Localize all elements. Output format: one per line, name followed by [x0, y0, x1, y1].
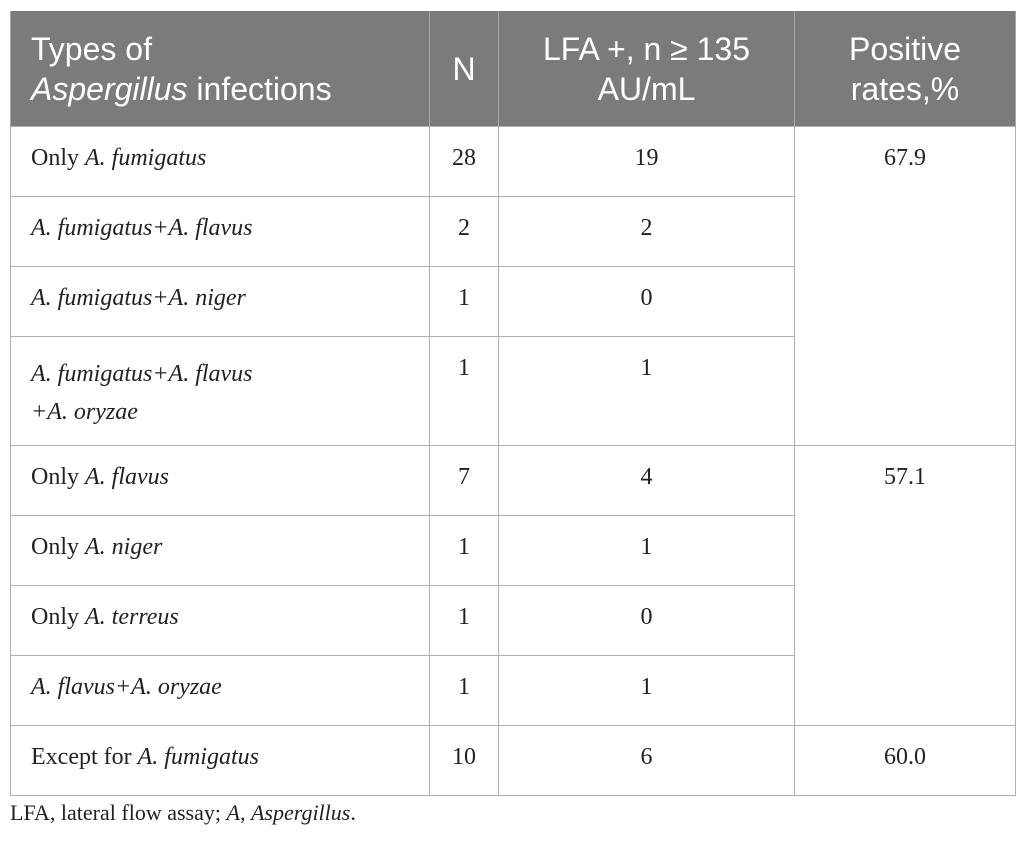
cell-n: 10 — [429, 725, 499, 796]
type-prefix: Except for — [31, 744, 138, 770]
type-species: A. fumigatus+A. niger — [31, 285, 246, 311]
header-infection-type-genus: Aspergillus — [31, 70, 188, 107]
cell-n: 28 — [429, 126, 499, 197]
cell-rate: 57.1 — [794, 445, 1016, 726]
cell-n: 1 — [429, 336, 499, 446]
cell-n: 1 — [429, 585, 499, 656]
table-footnote: LFA, lateral flow assay; A, Aspergillus. — [10, 800, 356, 826]
cell-n: 2 — [429, 196, 499, 267]
table-row: Only A. flavus 7 4 57.1 — [10, 445, 1016, 726]
header-lfa-line2: AU/mL — [597, 70, 696, 107]
type-species: A. fumigatus+A. flavus — [31, 361, 253, 387]
footnote-sep: , — [239, 800, 251, 825]
cell-type: A. fumigatus+A. flavus — [10, 196, 430, 267]
table-body: Only A. fumigatus 28 19 67.9 A. fumigatu… — [10, 126, 1016, 796]
cell-lfa: 1 — [498, 655, 795, 726]
header-lfa: LFA +, n ≥ 135 AU/mL — [498, 11, 795, 127]
cell-type: Only A. fumigatus — [10, 126, 430, 197]
cell-type: Only A. flavus — [10, 445, 430, 516]
cell-lfa: 1 — [498, 515, 795, 586]
table-row: A. flavus+A. oryzae 1 1 — [10, 655, 1016, 726]
cell-lfa: 0 — [498, 585, 795, 656]
cell-type: A. fumigatus+A. flavus +A. oryzae — [10, 336, 430, 446]
cell-n: 1 — [429, 515, 499, 586]
cell-lfa: 1 — [498, 336, 795, 446]
table-row: Only A. niger 1 1 — [10, 515, 1016, 586]
cell-n: 1 — [429, 655, 499, 726]
type-species: A. flavus — [85, 464, 169, 490]
type-prefix: Only — [31, 464, 85, 490]
cell-type: Except for A. fumigatus — [10, 725, 430, 796]
type-species: A. fumigatus — [85, 145, 207, 171]
header-positive-rates: Positive rates,% — [794, 11, 1016, 127]
cell-lfa: 6 — [498, 725, 795, 796]
header-infection-type-rest: infections — [187, 70, 332, 107]
cell-n: 1 — [429, 266, 499, 337]
footnote-abbrev: A — [226, 800, 240, 825]
cell-type: Only A. niger — [10, 515, 430, 586]
type-species-line2: +A. oryzae — [31, 399, 138, 425]
cell-type: A. fumigatus+A. niger — [10, 266, 430, 337]
type-species: A. fumigatus — [137, 744, 259, 770]
cell-lfa: 4 — [498, 445, 795, 516]
header-infection-type: Types of Aspergillus infections — [10, 11, 430, 127]
footnote-text: LFA, lateral flow assay; — [10, 800, 227, 825]
type-prefix: Only — [31, 145, 85, 171]
header-infection-type-line1: Types of — [31, 30, 152, 67]
results-table-container: Types of Aspergillus infections N LFA +,… — [10, 11, 1016, 796]
table-row: A. fumigatus+A. flavus +A. oryzae 1 1 — [10, 336, 1016, 446]
type-species: A. niger — [85, 534, 163, 560]
table-row: Except for A. fumigatus 10 6 60.0 — [10, 725, 1016, 796]
cell-lfa: 2 — [498, 196, 795, 267]
cell-type: A. flavus+A. oryzae — [10, 655, 430, 726]
cell-rate: 67.9 — [794, 126, 1016, 446]
header-n: N — [429, 11, 499, 127]
type-species: A. fumigatus+A. flavus — [31, 215, 253, 241]
type-prefix: Only — [31, 534, 85, 560]
footnote-end: . — [350, 800, 356, 825]
type-species: A. flavus+A. oryzae — [31, 674, 222, 700]
header-lfa-line1: LFA +, n ≥ 135 — [542, 30, 751, 67]
cell-lfa: 19 — [498, 126, 795, 197]
footnote-genus: Aspergillus — [250, 800, 351, 825]
header-rates-line1: Positive — [848, 30, 962, 67]
cell-lfa: 0 — [498, 266, 795, 337]
results-table: Types of Aspergillus infections N LFA +,… — [10, 11, 1016, 796]
type-prefix: Only — [31, 604, 85, 630]
header-row: Types of Aspergillus infections N LFA +,… — [10, 11, 1016, 127]
cell-rate: 60.0 — [794, 725, 1016, 796]
table-row: Only A. fumigatus 28 19 67.9 — [10, 126, 1016, 446]
header-rates-line2: rates,% — [850, 70, 960, 107]
cell-n: 7 — [429, 445, 499, 516]
table-row: A. fumigatus+A. niger 1 0 — [10, 266, 1016, 337]
table-header: Types of Aspergillus infections N LFA +,… — [10, 11, 1016, 127]
table-row: A. fumigatus+A. flavus 2 2 — [10, 196, 1016, 267]
type-species: A. terreus — [85, 604, 179, 630]
cell-type: Only A. terreus — [10, 585, 430, 656]
